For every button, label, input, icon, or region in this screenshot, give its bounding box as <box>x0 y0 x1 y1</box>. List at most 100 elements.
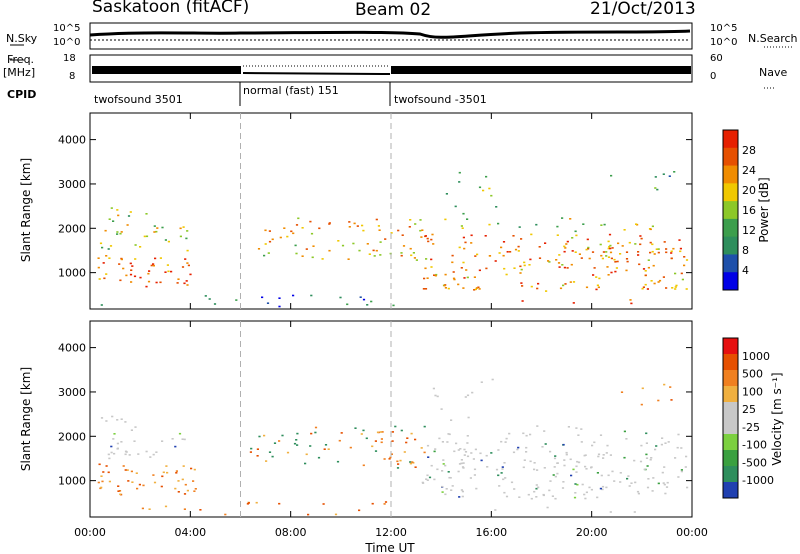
power-point <box>129 262 132 265</box>
power-point <box>476 253 479 256</box>
velocity-point <box>463 454 466 456</box>
power-point <box>600 224 603 226</box>
power-point <box>444 218 447 221</box>
power-point <box>564 247 567 249</box>
power-point <box>431 233 434 236</box>
velocity-point <box>133 440 136 442</box>
velocity-point <box>619 472 622 474</box>
time-x-ticks: 00:00 04:00 08:00 12:00 16:00 20:00 00:00 <box>74 113 708 539</box>
power-point <box>116 231 119 233</box>
power-point <box>292 294 295 297</box>
velocity-point <box>676 446 679 449</box>
velocity-point <box>544 443 547 445</box>
velocity-point <box>599 434 603 436</box>
velocity-point <box>585 468 588 470</box>
y-tick-label: 1000 <box>58 475 86 488</box>
power-point <box>97 257 100 259</box>
power-point <box>328 222 331 224</box>
power-point <box>204 295 207 297</box>
velocity-point <box>406 437 409 439</box>
power-point <box>433 274 436 276</box>
velocity-point <box>590 466 593 468</box>
power-point <box>430 238 433 241</box>
velocity-point <box>577 461 581 464</box>
power-point <box>129 211 132 213</box>
nsearch-tick-bottom: 10^0 <box>710 37 738 48</box>
velocity-point <box>525 451 528 453</box>
power-point <box>108 257 111 259</box>
velocity-point <box>504 477 507 479</box>
velocity-point <box>470 452 473 454</box>
velocity-point <box>588 486 591 489</box>
velocity-point <box>466 442 469 444</box>
power-point <box>443 284 446 287</box>
velocity-point <box>626 477 629 480</box>
power-point <box>310 232 314 235</box>
colorbar-tick-label: 28 <box>742 144 756 157</box>
power-point <box>426 277 429 279</box>
power-point <box>261 296 264 299</box>
power-point <box>593 267 596 269</box>
power-point <box>402 245 406 247</box>
velocity-point <box>423 451 426 454</box>
velocity-point <box>584 497 587 500</box>
power-point <box>297 217 300 220</box>
power-point <box>419 219 422 221</box>
power-point <box>608 245 611 248</box>
velocity-point <box>442 459 445 461</box>
power-point <box>564 283 567 285</box>
power-point <box>457 283 460 286</box>
freq-block-2 <box>391 66 691 74</box>
power-point <box>679 250 682 253</box>
velocity-point <box>495 468 499 471</box>
velocity-point <box>153 481 157 484</box>
power-point <box>159 281 162 284</box>
velocity-point <box>462 462 465 464</box>
power-point <box>413 257 416 259</box>
velocity-point <box>500 472 503 474</box>
velocity-point <box>457 449 460 451</box>
velocity-point <box>562 443 565 446</box>
power-y-ticks: 1000 2000 3000 4000 <box>58 134 692 280</box>
velocity-point <box>399 459 402 462</box>
power-point <box>366 243 369 245</box>
velocity-point <box>662 482 665 484</box>
power-point <box>611 247 614 249</box>
power-point <box>400 252 403 254</box>
power-point <box>585 248 588 251</box>
velocity-point <box>190 467 193 470</box>
power-point <box>305 248 308 250</box>
y-tick-label: 1000 <box>58 267 86 280</box>
power-point <box>375 249 378 252</box>
velocity-point <box>124 421 127 423</box>
power-point <box>373 255 376 257</box>
colorbar-tick-label: 4 <box>742 264 749 277</box>
power-point <box>465 269 468 271</box>
power-point <box>167 240 170 243</box>
velocity-point <box>605 486 608 489</box>
power-point <box>475 287 478 289</box>
power-point <box>127 215 131 217</box>
power-point <box>189 273 192 276</box>
power-point <box>646 288 649 290</box>
velocity-colorbar-label: Velocity [m s⁻¹] <box>770 372 784 465</box>
power-point <box>572 281 576 283</box>
power-point <box>638 263 641 266</box>
power-point <box>478 269 481 272</box>
colorbar-cell <box>723 386 738 403</box>
power-point <box>143 235 146 238</box>
velocity-point <box>641 387 644 390</box>
power-point <box>186 249 189 252</box>
power-point <box>147 272 150 275</box>
velocity-point <box>500 440 503 443</box>
velocity-point <box>142 484 145 487</box>
power-point <box>601 257 604 260</box>
power-point <box>470 242 473 244</box>
power-point <box>649 241 652 244</box>
velocity-point <box>525 446 528 449</box>
velocity-point <box>116 419 119 421</box>
velocity-point <box>513 488 516 490</box>
power-point <box>587 246 590 249</box>
velocity-point <box>440 408 443 410</box>
velocity-point <box>193 468 196 471</box>
